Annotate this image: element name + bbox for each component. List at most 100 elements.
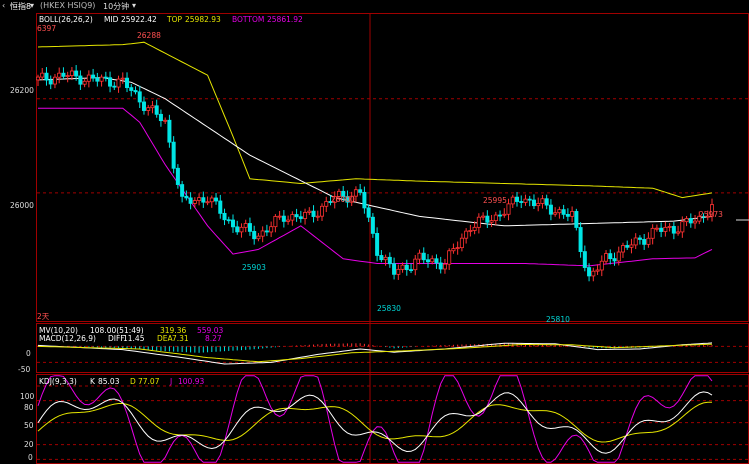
- candle-down: [252, 230, 257, 240]
- candle-up: [447, 250, 452, 265]
- candle-up: [353, 189, 358, 197]
- price-pane-frame: [36, 13, 749, 322]
- candle-down: [61, 72, 66, 77]
- candle-down: [125, 77, 130, 89]
- candle-down: [701, 215, 706, 218]
- candle-down: [175, 167, 180, 185]
- candle-down: [425, 259, 430, 263]
- candle-down: [184, 195, 189, 199]
- candle-down: [362, 191, 367, 209]
- candle-down: [328, 201, 333, 203]
- macd-axis-tick-minus50: -50: [18, 365, 30, 374]
- candle-up: [256, 235, 261, 240]
- candle-up: [616, 251, 621, 262]
- candle-down: [103, 76, 108, 79]
- candle-up: [209, 197, 214, 203]
- candle-up: [705, 215, 710, 218]
- period-menu-icon[interactable]: ▾: [132, 1, 137, 10]
- candle-up: [536, 203, 541, 207]
- boll-top-label: TOP: [166, 15, 182, 24]
- candle-down: [574, 211, 579, 228]
- candle-down: [519, 201, 524, 203]
- candle-down: [201, 197, 206, 203]
- candle-up: [349, 195, 354, 203]
- macd-diff-line: [37, 342, 713, 365]
- candle-up: [570, 211, 575, 217]
- candle-up: [36, 76, 41, 81]
- candle-up: [146, 107, 151, 111]
- candle-up: [629, 244, 634, 248]
- period-selector[interactable]: 10分钟: [103, 2, 130, 11]
- candle-up: [684, 218, 689, 223]
- candle-up: [120, 77, 125, 80]
- candle-up: [82, 80, 87, 85]
- candle-up: [413, 258, 418, 271]
- kdj-axis-tick-100: 100: [20, 392, 35, 401]
- candle-down: [230, 219, 235, 228]
- candle-up: [553, 212, 558, 215]
- boll-legend-name: BOLL(26,26,2): [39, 15, 93, 24]
- macd-dea-line: [37, 343, 713, 363]
- mv-value-3: 559.03: [197, 326, 223, 335]
- candle-down: [421, 252, 426, 261]
- candle-up: [493, 214, 498, 222]
- mv-value-1: 108.00(51:49): [90, 326, 144, 335]
- candle-up: [476, 216, 481, 228]
- candle-up: [336, 190, 341, 197]
- candle-down: [158, 113, 163, 122]
- candle-down: [637, 237, 642, 240]
- candle-up: [65, 75, 70, 77]
- candle-up: [472, 226, 477, 231]
- kdj-d-label: D: [130, 377, 136, 386]
- candle-down: [133, 90, 138, 93]
- candle-down: [108, 77, 113, 87]
- candle-down: [561, 209, 566, 215]
- candle-up: [667, 226, 672, 228]
- symbol-name[interactable]: 恒指8: [10, 2, 32, 11]
- candle-down: [625, 245, 630, 248]
- kdj-k-value: 85.03: [98, 377, 120, 386]
- candle-down: [358, 189, 363, 193]
- candle-up: [286, 219, 291, 222]
- candle-up: [400, 264, 405, 270]
- candle-down: [44, 72, 49, 81]
- candle-down: [137, 91, 142, 103]
- candle-down: [515, 196, 520, 202]
- symbol-menu-icon[interactable]: ▾: [30, 1, 35, 10]
- candle-up: [239, 226, 244, 233]
- candle-down: [366, 207, 371, 218]
- candle-down: [112, 85, 117, 88]
- candle-up: [604, 253, 609, 262]
- candle-up: [320, 205, 325, 217]
- candle-up: [510, 196, 515, 205]
- candle-up: [324, 201, 329, 207]
- candle-up: [290, 214, 295, 221]
- boll-bottom-value: 25861.92: [267, 15, 303, 24]
- candle-up: [396, 268, 401, 275]
- price-axis-tick-26000: 26000: [10, 201, 34, 210]
- candle-down: [214, 197, 219, 202]
- kdj-pane-frame: [36, 374, 749, 464]
- candle-up: [693, 220, 698, 224]
- candle-up: [277, 215, 282, 218]
- candle-up: [40, 72, 45, 78]
- back-icon[interactable]: ‹: [2, 1, 6, 10]
- candle-up: [57, 72, 62, 78]
- candle-up: [464, 230, 469, 239]
- price-axis-tick-26200: 26200: [10, 86, 34, 95]
- candle-down: [409, 269, 414, 272]
- candle-up: [523, 198, 528, 203]
- candle-down: [222, 212, 227, 221]
- candle-down: [404, 264, 409, 271]
- candle-down: [659, 227, 664, 232]
- macd-value: 8.27: [205, 334, 222, 343]
- boll-mid-line: [37, 77, 713, 227]
- candle-down: [141, 101, 146, 111]
- kdj-axis-tick-0: 0: [28, 453, 33, 462]
- candle-up: [269, 226, 274, 233]
- candle-down: [188, 197, 193, 204]
- candle-up: [383, 256, 388, 261]
- candle-up: [243, 223, 248, 228]
- candle-up: [332, 195, 337, 203]
